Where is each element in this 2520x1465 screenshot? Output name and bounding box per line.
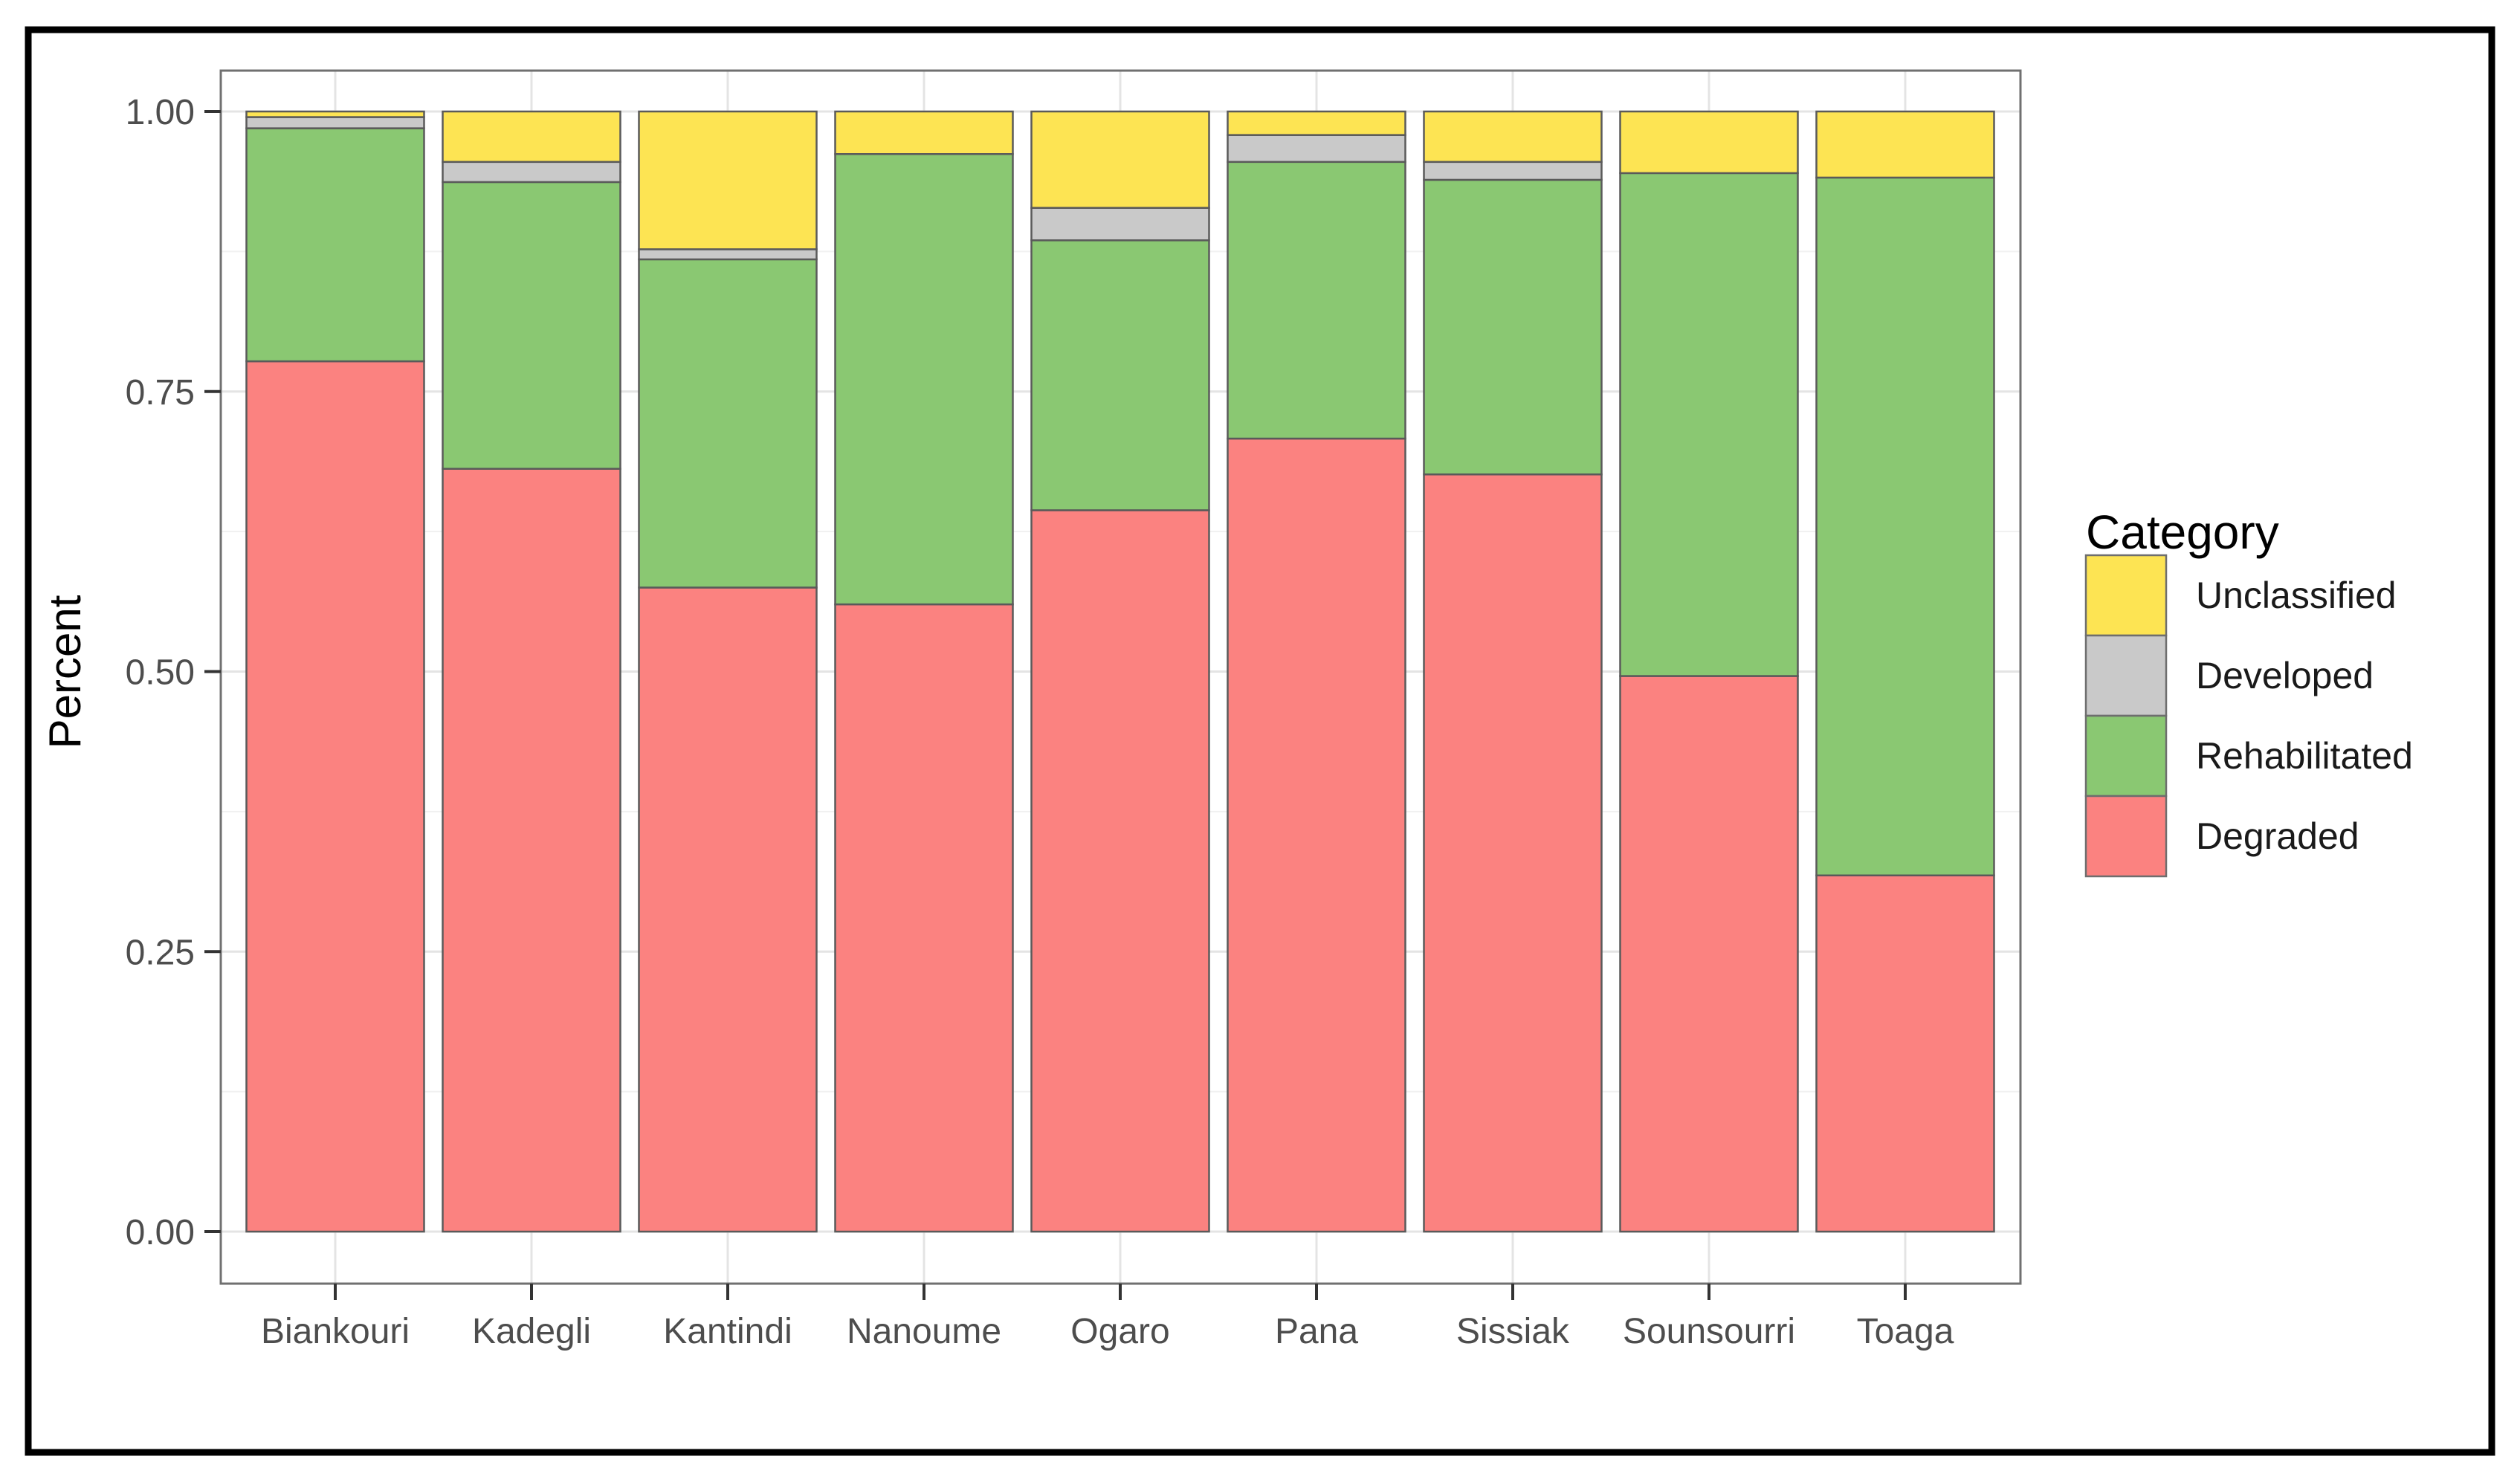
bar-segment-rehabilitated: [442, 181, 621, 470]
y-tick-label: 0.25: [126, 933, 195, 972]
bar-segment-degraded: [1619, 675, 1799, 1233]
x-tick-label: Nanoume: [847, 1312, 1001, 1351]
bars-layer: [245, 110, 1995, 1233]
legend-swatch-degraded: [2084, 795, 2168, 878]
y-tick-label: 1.00: [126, 93, 195, 132]
bar-segment-unclassified: [834, 110, 1014, 155]
bar-segment-unclassified: [1619, 110, 1799, 175]
x-tick-label: Pana: [1275, 1312, 1358, 1351]
legend-swatch-developed: [2084, 634, 2168, 717]
bar-segment-developed: [442, 161, 621, 184]
legend-title: Category: [2086, 505, 2279, 559]
axes-layer: 0.00 0.25 0.50 0.75 1.00 Biankouri Kadegli Kant…: [126, 69, 2022, 1351]
bar-segment-unclassified: [245, 110, 425, 118]
bar-segment-unclassified: [1815, 110, 1995, 179]
figure-border: [25, 26, 2495, 1456]
bar-segment-degraded: [1030, 509, 1210, 1233]
bar-segment-unclassified: [442, 110, 621, 164]
x-tick-label: Toaga: [1857, 1312, 1954, 1351]
legend-swatch-rehabilitated: [2084, 714, 2168, 798]
bar-segment-rehabilitated: [245, 127, 425, 363]
x-tick-label: Biankouri: [261, 1312, 410, 1351]
bar-segment-degraded: [245, 360, 425, 1233]
bar-segment-unclassified: [1030, 110, 1210, 209]
x-tick-label: Kantindi: [663, 1312, 792, 1351]
x-tick-label: Sissiak: [1456, 1312, 1570, 1351]
bar-segment-rehabilitated: [1815, 176, 1995, 877]
bar-segment-rehabilitated: [638, 258, 818, 589]
bar-segment-degraded: [1815, 874, 1995, 1233]
bar-segment-degraded: [442, 468, 621, 1233]
bar-segment-unclassified: [638, 110, 818, 250]
bar-segment-developed: [638, 248, 818, 261]
x-tick-label: Sounsourri: [1623, 1312, 1795, 1351]
bar-segment-degraded: [638, 586, 818, 1233]
bar-segment-rehabilitated: [1619, 172, 1799, 677]
bar-segment-degraded: [834, 603, 1014, 1233]
legend-label: Degraded: [2196, 815, 2359, 857]
bar-segment-degraded: [1423, 473, 1603, 1233]
bar-segment-unclassified: [1227, 110, 1406, 136]
bar-segment-developed: [1423, 161, 1603, 181]
legend-swatch-unclassified: [2084, 554, 2168, 637]
x-tick-label: Kadegli: [472, 1312, 591, 1351]
y-tick-label: 0.50: [126, 653, 195, 693]
bar-segment-rehabilitated: [834, 153, 1014, 606]
y-tick-label: 0.00: [126, 1213, 195, 1252]
bar-segment-degraded: [1227, 437, 1406, 1233]
bar-segment-rehabilitated: [1227, 161, 1406, 440]
bar-segment-developed: [245, 116, 425, 129]
bar-segment-rehabilitated: [1030, 239, 1210, 511]
legend: Unclassified Developed Rehabilitated Degrad…: [2084, 554, 2413, 878]
y-tick-label: 0.75: [126, 373, 195, 413]
y-axis-title: Percent: [40, 595, 90, 748]
legend-label: Rehabilitated: [2196, 735, 2413, 777]
legend-label: Unclassified: [2196, 575, 2397, 616]
bar-segment-developed: [1030, 207, 1210, 242]
bar-segment-unclassified: [1423, 110, 1603, 164]
x-tick-label: Ogaro: [1070, 1312, 1169, 1351]
bar-segment-rehabilitated: [1423, 178, 1603, 476]
bar-segment-developed: [1227, 134, 1406, 164]
legend-label: Developed: [2196, 655, 2374, 696]
